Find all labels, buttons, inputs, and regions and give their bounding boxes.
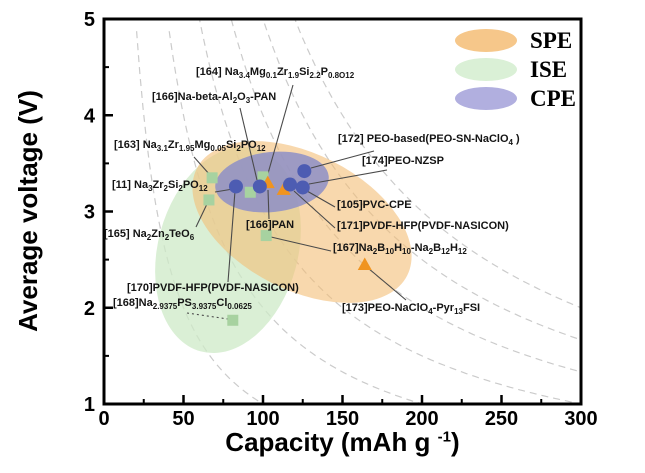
leader-line bbox=[193, 156, 211, 176]
leader-line bbox=[267, 189, 270, 220]
x-tick-label: 200 bbox=[405, 408, 438, 430]
annotation-label: [166]Na-beta-Al2O3-PAN bbox=[152, 91, 277, 106]
iso-energy-curve bbox=[294, 19, 581, 309]
annotation-label: [105]PVC-CPE bbox=[337, 199, 412, 211]
annotation-label: [166]PAN bbox=[246, 219, 295, 231]
annotation-label: [163] Na3.1Zr1.95Mg0.05Si2PO12 bbox=[114, 139, 266, 154]
x-axis-title-superscript: -1 bbox=[437, 428, 452, 446]
y-tick-label: 5 bbox=[84, 9, 95, 31]
annotation-label: [173]PEO-NaClO4-Pyr13FSI bbox=[342, 302, 481, 317]
iso-energy-curve bbox=[262, 19, 581, 341]
annotation-label: [174]PEO-NZSP bbox=[362, 155, 444, 167]
y-tick-label: 1 bbox=[84, 394, 95, 416]
y-tick-label: 4 bbox=[84, 105, 96, 127]
data-point-ise-square bbox=[260, 230, 272, 242]
annotation-label: [164] Na3.4Mg0.1Zr1.9Si2.2P0.8O12 bbox=[196, 66, 355, 81]
data-point-spe-triangle bbox=[357, 257, 372, 270]
legend-swatch-ellipse bbox=[455, 58, 517, 81]
x-tick-label: 300 bbox=[564, 408, 597, 430]
data-point-cpe-circle bbox=[228, 179, 243, 194]
data-point-cpe-circle bbox=[283, 177, 298, 192]
x-axis-title-text: Capacity (mAh g bbox=[225, 427, 438, 457]
x-tick-label: 0 bbox=[98, 408, 109, 430]
leader-line bbox=[266, 84, 294, 178]
leader-line bbox=[195, 203, 208, 228]
x-axis-title: Capacity (mAh g -1) bbox=[104, 427, 581, 458]
x-axis-title-close: ) bbox=[451, 427, 460, 457]
x-tick-label: 250 bbox=[485, 408, 518, 430]
legend-label: SPE bbox=[530, 27, 573, 53]
data-point-cpe-circle bbox=[252, 179, 267, 194]
annotation-label: [168]Na2.9375PS3.9375Cl0.0625 bbox=[113, 297, 252, 312]
leader-line bbox=[227, 190, 236, 283]
x-tick-label: 150 bbox=[326, 408, 359, 430]
data-point-spe-triangle bbox=[276, 182, 291, 195]
leader-line bbox=[308, 169, 388, 185]
data-point-ise-square bbox=[227, 314, 239, 326]
legend-item-cpe: CPE bbox=[455, 84, 576, 113]
leader-line bbox=[239, 107, 258, 181]
legend-label: CPE bbox=[530, 85, 576, 111]
annotation-label: [170]PVDF-HFP(PVDF-NASICON) bbox=[127, 282, 299, 294]
legend-label: ISE bbox=[530, 56, 568, 82]
legend-swatch-ellipse bbox=[455, 29, 517, 52]
y-axis-title: Average voltage (V) bbox=[13, 90, 43, 332]
data-point-ise-square bbox=[203, 194, 215, 206]
leader-line bbox=[270, 236, 332, 252]
x-tick-label: 100 bbox=[246, 408, 279, 430]
legend-swatch-ellipse bbox=[455, 87, 517, 110]
annotation-label: [11] Na3Zr2Si2PO12 bbox=[112, 179, 208, 194]
legend-item-spe: SPE bbox=[455, 26, 576, 55]
y-tick-label: 3 bbox=[84, 202, 95, 224]
data-point-ise-square bbox=[257, 171, 269, 183]
y-tick-label: 2 bbox=[84, 298, 95, 320]
x-tick-label: 50 bbox=[172, 408, 194, 430]
leader-line bbox=[306, 190, 336, 208]
leader-line bbox=[310, 150, 375, 169]
data-point-cpe-circle bbox=[297, 164, 312, 179]
annotation-label: [167]Na2B10H10-Na2B12H12 bbox=[333, 242, 467, 257]
data-point-ise-square bbox=[244, 186, 256, 198]
data-point-cpe-circle bbox=[295, 180, 310, 195]
annotation-label: [172] PEO-based(PEO-SN-NaClO4 ) bbox=[338, 133, 520, 148]
data-point-ise-square bbox=[206, 172, 218, 184]
annotation-label: [171]PVDF-HFP(PVDF-NASICON) bbox=[337, 220, 509, 232]
annotation-label: [165] Na2Zn2TeO6 bbox=[104, 228, 195, 243]
leader-line bbox=[186, 312, 229, 320]
leader-line bbox=[367, 267, 407, 301]
leader-line bbox=[293, 190, 336, 229]
legend-item-ise: ISE bbox=[455, 55, 576, 84]
legend: SPE ISE CPE bbox=[455, 26, 576, 113]
